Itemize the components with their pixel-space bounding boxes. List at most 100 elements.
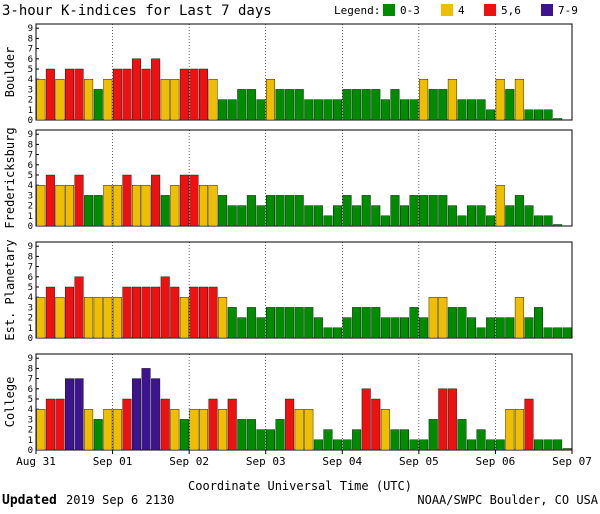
kindex-bar	[447, 78, 457, 121]
y-tick-label: 9	[28, 354, 33, 364]
x-axis: Aug 31 Sep 01 Sep 02 Sep 03 Sep 04 Sep 05 Sep …	[16, 450, 592, 468]
kindex-bar	[313, 99, 323, 121]
y-tick-label: 8	[28, 34, 33, 44]
kindex-bar	[486, 109, 496, 121]
kindex-bar	[294, 409, 304, 451]
kindex-bar	[170, 184, 180, 227]
kindex-bar	[103, 409, 113, 451]
kindex-bar	[505, 409, 515, 451]
legend-swatch-7-9	[541, 4, 553, 16]
kindex-bar	[323, 99, 333, 121]
kindex-bar	[36, 184, 46, 227]
kindex-bar	[438, 195, 448, 227]
x-tick-label: Sep 01	[93, 455, 133, 468]
kindex-bar	[447, 205, 457, 227]
y-tick-label: 0	[28, 116, 33, 126]
footer-updated-value: 2019 Sep 6 2130	[66, 493, 174, 507]
kindex-bar	[36, 78, 46, 121]
y-tick-label: 8	[28, 140, 33, 150]
kindex-bar	[112, 409, 122, 451]
kindex-bar	[476, 327, 486, 339]
kindex-bar	[65, 378, 74, 451]
kindex-bar	[160, 78, 170, 121]
kindex-bar	[285, 398, 295, 451]
kindex-bar	[514, 78, 524, 121]
kindex-bar	[141, 368, 151, 451]
legend-label-4: 4	[458, 4, 465, 17]
y-tick-label: 9	[28, 242, 33, 252]
kindex-bar	[543, 215, 553, 227]
kindex-bar	[199, 68, 208, 121]
y-tick-label: 7	[28, 375, 33, 385]
kindex-bar	[189, 286, 199, 339]
y-tick-label: 3	[28, 191, 33, 201]
kindex-bar	[45, 398, 55, 451]
y-tick-label: 9	[28, 24, 33, 34]
panel-frame	[35, 129, 573, 227]
kindex-bar	[103, 297, 113, 339]
kindex-bar	[486, 439, 496, 451]
kindex-bar	[199, 184, 208, 227]
kindex-bar	[371, 398, 381, 451]
kindex-bar	[457, 419, 467, 451]
kindex-bar	[409, 307, 419, 339]
kindex-bar	[151, 286, 161, 339]
x-tick-label: Sep 03	[246, 455, 286, 468]
kindex-bar	[438, 297, 448, 339]
kindex-bar	[122, 68, 132, 121]
y-tick-label: 0	[28, 222, 33, 232]
kindex-bar	[45, 286, 55, 339]
kindex-bar	[227, 99, 237, 121]
kindex-bar	[170, 78, 180, 121]
y-tick-label: 4	[28, 181, 33, 191]
chart-title: 3-hour K-indices for Last 7 days	[2, 3, 272, 19]
kindex-bar	[409, 439, 419, 451]
kindex-bar	[400, 205, 409, 227]
legend-label: Legend:	[334, 4, 380, 17]
panel-frame	[35, 353, 573, 451]
y-tick-label: 4	[28, 75, 33, 85]
y-tick-label: 1	[28, 212, 33, 222]
kindex-bar	[93, 89, 103, 121]
kindex-bar	[514, 297, 524, 339]
y-tick-label: 6	[28, 55, 33, 65]
panel-frame	[35, 241, 573, 339]
kindex-bar	[304, 307, 314, 339]
x-tick-label: Aug 31	[16, 455, 56, 468]
kindex-bar	[333, 99, 342, 121]
kindex-bar	[208, 286, 218, 339]
kindex-bar	[84, 297, 94, 339]
kindex-bar	[495, 439, 505, 451]
x-tick-label: Sep 06	[476, 455, 516, 468]
kindex-bar	[65, 184, 74, 227]
kindex-bar	[36, 409, 46, 451]
kindex-bar	[323, 429, 333, 451]
kindex-bar	[323, 215, 333, 227]
kindex-bar	[218, 195, 228, 227]
kindex-bar	[141, 286, 151, 339]
kindex-bar	[256, 429, 266, 451]
legend-swatch-4	[441, 4, 453, 16]
kindex-bar	[428, 195, 438, 227]
kindex-bar	[275, 89, 285, 121]
kindex-bar	[380, 215, 390, 227]
kindex-bar	[122, 286, 132, 339]
kindex-bar	[151, 58, 161, 121]
kindex-bar	[132, 184, 141, 227]
kindex-bar	[514, 195, 524, 227]
kindex-bar	[390, 317, 400, 339]
kindex-bar	[457, 215, 467, 227]
kindex-bar	[333, 439, 342, 451]
kindex-bar	[179, 68, 189, 121]
kindex-bar	[476, 205, 486, 227]
kindex-bar	[74, 174, 84, 227]
kindex-bar	[218, 297, 228, 339]
kindex-bar	[495, 317, 505, 339]
kindex-bar	[534, 215, 543, 227]
kindex-bar	[256, 205, 266, 227]
legend: 0-3 4 5,6 7-9	[383, 4, 578, 17]
station-label-fredericksburg: Fredericksburg	[3, 127, 17, 228]
kindex-bar	[467, 99, 476, 121]
